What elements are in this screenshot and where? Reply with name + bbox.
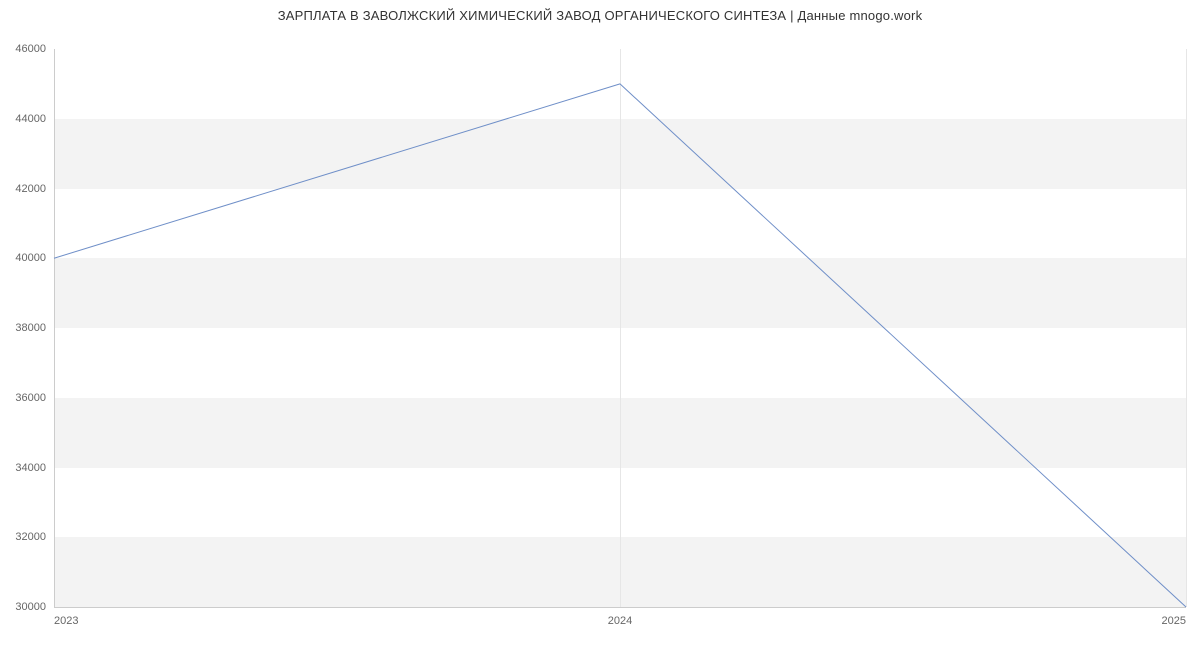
x-axis-line	[54, 607, 1186, 608]
chart-title: ЗАРПЛАТА В ЗАВОЛЖСКИЙ ХИМИЧЕСКИЙ ЗАВОД О…	[0, 8, 1200, 23]
y-tick-label: 38000	[15, 322, 46, 334]
x-gridline	[1186, 49, 1187, 607]
x-tick-label: 2023	[54, 615, 78, 627]
x-tick-label: 2025	[1162, 615, 1186, 627]
y-tick-label: 40000	[15, 252, 46, 264]
y-tick-label: 32000	[15, 531, 46, 543]
plot-area: 3000032000340003600038000400004200044000…	[54, 49, 1186, 607]
chart-container: ЗАРПЛАТА В ЗАВОЛЖСКИЙ ХИМИЧЕСКИЙ ЗАВОД О…	[0, 0, 1200, 650]
y-tick-label: 36000	[15, 392, 46, 404]
y-tick-label: 30000	[15, 601, 46, 613]
x-tick-label: 2024	[608, 615, 632, 627]
y-tick-label: 46000	[15, 43, 46, 55]
y-tick-label: 44000	[15, 113, 46, 125]
series-line	[54, 84, 1186, 607]
y-tick-label: 34000	[15, 462, 46, 474]
series-layer	[54, 49, 1186, 607]
y-tick-label: 42000	[15, 183, 46, 195]
